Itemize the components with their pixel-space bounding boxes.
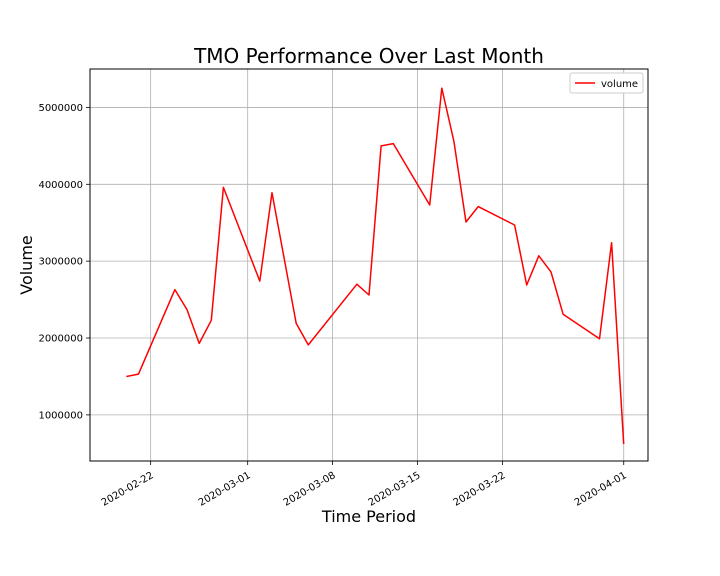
series-line-volume [126,87,625,445]
y-tick-label: 1000000 [38,410,83,421]
x-axis-label: Time Period [321,507,416,526]
y-tick-label: 5000000 [38,103,83,114]
x-tick-label: 2020-03-15 [367,470,423,509]
y-axis-label: Volume [17,235,36,295]
plot-area-frame [89,68,649,462]
y-tick-label: 4000000 [38,180,83,191]
y-tick-label: 2000000 [38,334,83,345]
x-tick-label: 2020-04-01 [573,470,629,509]
legend-label-volume: volume [601,79,638,90]
x-tick-label: 2020-03-22 [452,470,508,509]
chart-title: TMO Performance Over Last Month [193,44,544,68]
axis-ticks: 2020-02-22 2020-03-01 2020-03-08 2020-03-15… [38,103,628,509]
legend-box [569,72,644,94]
y-tick-label: 3000000 [38,257,83,268]
series-lines [126,87,625,445]
x-tick-label: 2020-03-01 [197,470,253,509]
legend: volume [569,72,644,94]
x-tick-label: 2020-03-08 [282,470,338,509]
x-tick-label: 2020-02-22 [100,470,156,509]
grid [90,69,648,461]
